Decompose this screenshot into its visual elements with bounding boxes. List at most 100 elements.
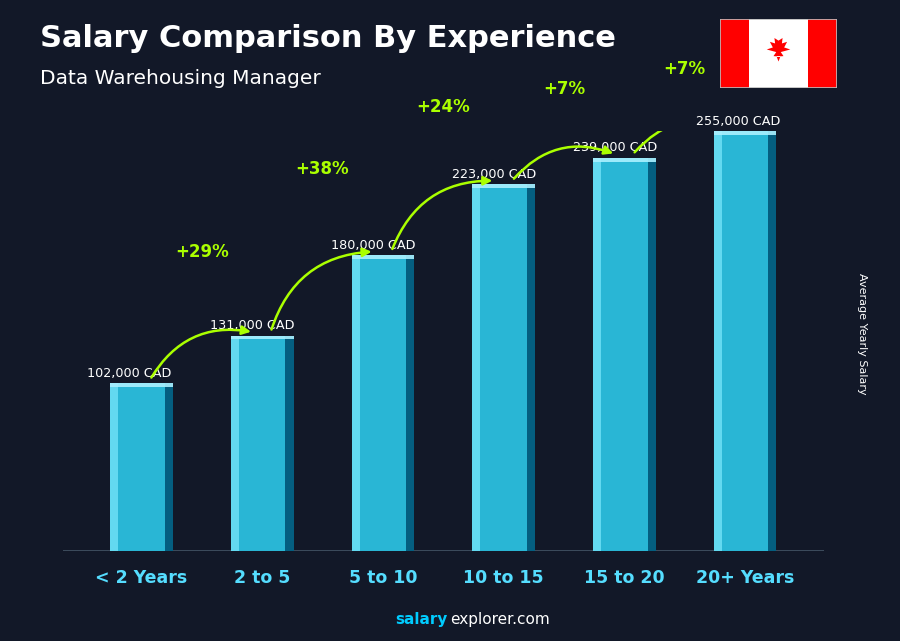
Bar [0,333,900,340]
Bar [0,173,900,179]
Bar [526,184,535,551]
Bar [769,131,777,551]
Bar [0,141,900,147]
FancyArrowPatch shape [514,147,610,179]
Bar [0,237,900,244]
Bar [0,218,900,224]
Bar [0,340,900,346]
Bar [0,442,900,449]
Text: 223,000 CAD: 223,000 CAD [452,168,536,181]
Bar [0,192,900,199]
Bar [0,77,900,83]
Text: 239,000 CAD: 239,000 CAD [572,142,657,154]
Bar [352,255,414,551]
Bar [0,635,900,641]
Bar [0,372,900,378]
Bar [0,199,900,205]
Bar [352,255,360,551]
Bar [593,158,656,162]
Text: 255,000 CAD: 255,000 CAD [696,115,780,128]
Bar [0,609,900,615]
Bar [0,115,900,122]
Bar [720,19,749,88]
Bar [472,184,535,188]
Bar [714,131,777,135]
Bar [285,336,293,551]
Bar [808,19,837,88]
Polygon shape [767,38,790,62]
Bar [0,628,900,635]
Bar [230,336,293,551]
Bar [0,167,900,173]
Bar [0,474,900,481]
Bar [0,359,900,365]
Bar [0,224,900,231]
Bar [230,336,239,551]
Text: +38%: +38% [296,160,349,178]
Bar [0,487,900,494]
Bar [0,0,900,6]
Bar [0,135,900,141]
Bar [110,383,173,387]
Text: Salary Comparison By Experience: Salary Comparison By Experience [40,24,616,53]
Bar [0,301,900,308]
Bar [110,383,118,551]
FancyArrowPatch shape [272,249,369,329]
Bar [0,83,900,90]
Text: +24%: +24% [417,98,470,116]
Bar [0,320,900,327]
Bar [472,184,481,551]
Bar [0,122,900,128]
Bar [0,346,900,353]
Bar [0,378,900,385]
Bar [0,154,900,160]
FancyArrowPatch shape [634,121,732,153]
Bar [0,90,900,96]
Bar [0,494,900,500]
Bar [0,45,900,51]
Bar [0,256,900,263]
Bar [0,186,900,192]
Bar [0,288,900,295]
Bar [0,282,900,288]
Bar [0,506,900,513]
Text: 102,000 CAD: 102,000 CAD [87,367,172,380]
FancyArrowPatch shape [392,177,490,249]
Text: Average Yearly Salary: Average Yearly Salary [857,272,868,394]
Text: +7%: +7% [663,60,706,78]
Text: +29%: +29% [175,243,229,262]
Bar [0,353,900,359]
Bar [0,385,900,391]
Bar [0,244,900,250]
Bar [0,513,900,519]
Bar [0,276,900,282]
Bar [0,128,900,135]
Bar [0,179,900,186]
Bar [0,64,900,71]
Bar [0,365,900,372]
Bar [0,250,900,256]
Bar [0,590,900,596]
Bar [0,269,900,276]
Bar [0,462,900,468]
Bar [0,603,900,609]
Bar [0,436,900,442]
Text: 131,000 CAD: 131,000 CAD [211,319,295,332]
Bar [0,538,900,545]
Bar [0,327,900,333]
Bar [352,255,414,259]
Bar [593,158,601,551]
Bar [0,404,900,410]
Bar [406,255,414,551]
Bar [0,455,900,462]
Bar [0,38,900,45]
Bar [0,212,900,218]
Bar [0,308,900,314]
Bar [0,103,900,109]
Bar [0,295,900,301]
Bar [0,423,900,429]
Bar [0,481,900,487]
Bar [0,551,900,558]
Bar [0,417,900,423]
Bar [0,160,900,167]
